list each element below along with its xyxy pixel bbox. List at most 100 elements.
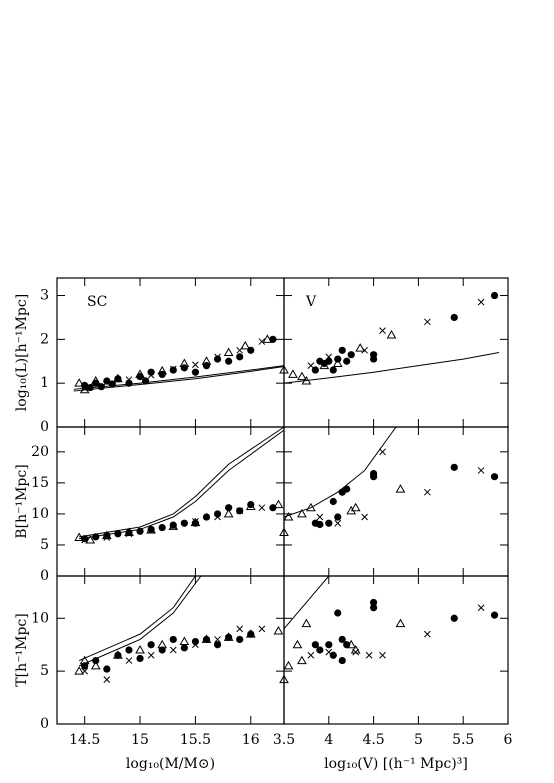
- point-cross: [192, 518, 199, 525]
- curve: [73, 365, 285, 390]
- point-cross: [361, 513, 368, 521]
- point-circle: [213, 641, 222, 649]
- y-tick-label: 10: [31, 506, 49, 522]
- y-tick-label: 0: [40, 568, 49, 584]
- point-circle: [329, 651, 337, 659]
- point-circle: [316, 520, 324, 529]
- point-circle: [97, 383, 105, 391]
- point-circle: [311, 641, 319, 649]
- point-circle: [180, 644, 188, 652]
- point-circle: [103, 665, 111, 673]
- point-triangle: [273, 499, 284, 509]
- point-circle: [325, 519, 333, 527]
- point-triangle: [288, 369, 298, 378]
- point-triangle: [350, 502, 361, 512]
- curve: [283, 575, 330, 630]
- y-axis-label: log₁₀(L)[h⁻¹Mpc]: [14, 294, 30, 411]
- point-cross: [214, 353, 221, 361]
- point-circle: [329, 497, 337, 506]
- point-cross: [307, 362, 315, 370]
- panel-frame: [283, 575, 509, 725]
- point-triangle: [201, 356, 212, 365]
- point-triangle: [201, 634, 212, 643]
- point-triangle: [395, 484, 406, 493]
- point-circle: [325, 357, 333, 365]
- point-triangle: [240, 340, 251, 350]
- point-circle: [334, 513, 342, 521]
- point-circle: [338, 346, 346, 354]
- panel-frame: [56, 575, 285, 725]
- y-axis-label: B[h⁻¹Mpc]: [14, 464, 30, 538]
- point-triangle: [79, 384, 90, 394]
- point-cross: [125, 657, 133, 664]
- point-triangle: [355, 343, 366, 352]
- point-triangle: [350, 644, 361, 654]
- point-circle: [136, 654, 144, 663]
- point-circle: [169, 521, 177, 529]
- point-cross: [169, 365, 177, 373]
- point-triangle: [223, 347, 234, 356]
- x-tick-label: 16: [242, 732, 260, 748]
- point-circle: [92, 379, 100, 387]
- point-triangle: [395, 618, 406, 628]
- point-triangle: [283, 660, 294, 670]
- point-circle: [334, 609, 342, 617]
- point-circle: [329, 366, 337, 374]
- point-cross: [258, 504, 266, 512]
- point-circle: [236, 353, 244, 361]
- point-cross: [236, 625, 244, 633]
- point-circle: [158, 370, 166, 379]
- point-triangle: [262, 334, 273, 343]
- point-circle: [450, 313, 458, 322]
- point-circle: [169, 366, 177, 374]
- point-triangle: [113, 650, 123, 659]
- point-circle: [125, 379, 133, 387]
- point-cross: [477, 467, 485, 474]
- point-triangle: [157, 639, 168, 649]
- point-circle: [343, 641, 351, 649]
- y-tick-label: 2: [40, 331, 49, 347]
- point-circle: [147, 525, 155, 534]
- point-triangle: [297, 508, 307, 518]
- panel-label: V: [305, 294, 317, 310]
- y-tick-label: 15: [31, 475, 49, 491]
- point-triangle: [101, 530, 112, 540]
- point-circle: [269, 504, 277, 512]
- point-circle: [236, 635, 244, 644]
- point-triangle: [179, 636, 190, 646]
- point-triangle: [90, 375, 101, 385]
- point-circle: [490, 611, 499, 619]
- x-tick-label: 14.5: [69, 732, 100, 748]
- curve: [79, 426, 285, 538]
- curve: [283, 352, 500, 384]
- point-triangle: [113, 373, 123, 383]
- point-cross: [379, 651, 386, 659]
- point-circle: [490, 291, 499, 300]
- x-tick-label: 5: [414, 732, 423, 748]
- point-cross: [169, 522, 177, 530]
- point-triangle: [223, 508, 234, 518]
- point-circle: [114, 530, 122, 538]
- point-triangle: [332, 358, 343, 367]
- point-cross: [334, 519, 342, 527]
- point-circle: [338, 656, 346, 665]
- y-tick-label: 10: [31, 610, 49, 626]
- point-triangle: [245, 629, 256, 638]
- point-cross: [236, 507, 244, 515]
- point-cross: [103, 378, 111, 386]
- point-circle: [213, 355, 222, 363]
- point-cross: [424, 488, 431, 496]
- x-tick-label: 15: [131, 732, 149, 748]
- point-circle: [180, 364, 188, 372]
- point-cross: [379, 448, 386, 456]
- panel-frame: [283, 277, 509, 428]
- point-circle: [338, 635, 346, 644]
- y-tick-label: 5: [40, 663, 49, 679]
- point-cross: [258, 338, 266, 345]
- point-cross: [169, 646, 177, 654]
- point-cross: [307, 651, 315, 659]
- x-tick-label: 15.5: [180, 732, 211, 748]
- point-cross: [325, 353, 333, 361]
